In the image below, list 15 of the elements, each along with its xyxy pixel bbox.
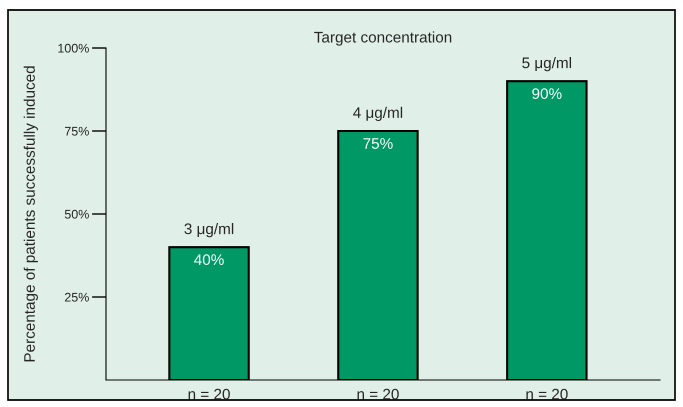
data-label: 75% (363, 138, 393, 149)
data-label: 90% (532, 88, 562, 100)
y-tick-label: 50% (64, 210, 89, 219)
y-tick-label: 75% (64, 126, 89, 136)
y-axis-title: Percentage of patients successfully induced (24, 66, 38, 362)
y-tick-label: 100% (58, 44, 89, 53)
annotation: 5 μg/ml (522, 57, 572, 72)
data-label: 40% (194, 254, 224, 266)
annotation: 4 μg/ml (353, 106, 402, 122)
x-tick-label: n = 20 (358, 388, 399, 400)
annotation: 3 μg/ml (184, 223, 234, 238)
x-tick-label: n = 20 (526, 388, 568, 400)
chart-title: Target concentration (314, 31, 452, 46)
x-tick-label: n = 20 (188, 388, 230, 400)
y-tick-label: 25% (64, 292, 89, 302)
